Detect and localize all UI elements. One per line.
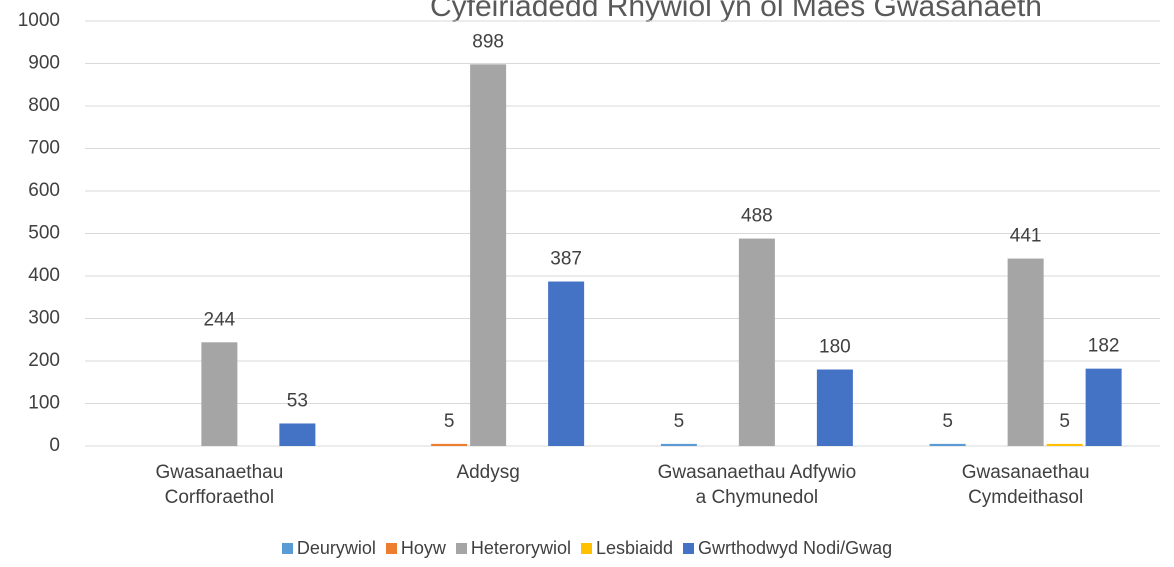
data-label: 5 xyxy=(444,411,455,432)
data-label: 180 xyxy=(819,337,851,358)
chart-title: Cyfeiriadedd Rhywiol yn ôl Maes Gwasanae… xyxy=(430,0,1042,23)
x-tick-label: Gwasanaethau Adfywio xyxy=(658,462,857,483)
y-tick-label: 700 xyxy=(28,138,60,159)
bar xyxy=(738,238,775,446)
x-tick-label: Cymdeithasol xyxy=(968,487,1083,508)
data-label: 5 xyxy=(942,411,953,432)
data-label: 244 xyxy=(204,309,236,330)
y-tick-label: 400 xyxy=(28,265,60,286)
x-tick-label: Addysg xyxy=(456,462,519,483)
y-tick-label: 300 xyxy=(28,308,60,329)
data-label: 5 xyxy=(1059,411,1070,432)
y-tick-label: 600 xyxy=(28,180,60,201)
legend-swatch xyxy=(683,543,695,554)
x-tick-label: a Chymunedol xyxy=(696,487,819,508)
bar xyxy=(660,443,697,446)
y-tick-label: 0 xyxy=(49,435,60,456)
data-label: 53 xyxy=(287,390,308,411)
bar xyxy=(548,281,585,446)
legend-swatch xyxy=(455,543,467,554)
legend-swatch xyxy=(580,543,592,554)
legend-item: Hoyw xyxy=(385,538,446,559)
bar xyxy=(816,369,853,446)
data-label: 488 xyxy=(741,206,773,227)
legend-swatch xyxy=(281,543,293,554)
legend: Deurywiol Hoyw Heterorywiol Lesbiaidd Gwrtho… xyxy=(0,538,1174,559)
y-tick-label: 800 xyxy=(28,95,60,116)
data-label: 5 xyxy=(674,411,685,432)
x-tick-label: Gwasanaethau xyxy=(155,462,283,483)
y-tick-label: 200 xyxy=(28,350,60,371)
bar xyxy=(1085,368,1122,446)
legend-swatch xyxy=(385,543,397,554)
legend-item: Gwrthodwyd Nodi/Gwag xyxy=(683,538,892,559)
legend-label: Deurywiol xyxy=(296,538,376,558)
bar xyxy=(1007,258,1044,446)
bar xyxy=(470,64,507,446)
data-label: 182 xyxy=(1088,336,1120,357)
y-tick-label: 100 xyxy=(28,393,60,414)
legend-label: Hoyw xyxy=(400,538,446,558)
data-label: 898 xyxy=(472,31,504,52)
bar xyxy=(431,443,468,446)
bar xyxy=(279,423,316,446)
y-tick-label: 1000 xyxy=(18,10,60,31)
legend-item: Heterorywiol xyxy=(455,538,571,559)
x-tick-label: Corfforaethol xyxy=(165,487,275,508)
legend-label: Gwrthodwyd Nodi/Gwag xyxy=(698,538,893,558)
bar xyxy=(929,443,966,446)
y-tick-label: 500 xyxy=(28,223,60,244)
x-tick-label: Gwasanaethau xyxy=(962,462,1090,483)
y-tick-label: 900 xyxy=(28,53,60,74)
data-label: 387 xyxy=(550,249,582,270)
data-label: 441 xyxy=(1010,226,1042,247)
legend-item: Deurywiol xyxy=(281,538,376,559)
legend-item: Lesbiaidd xyxy=(580,538,674,559)
legend-label: Heterorywiol xyxy=(470,538,571,558)
bar xyxy=(1046,443,1083,446)
bar xyxy=(201,342,238,446)
legend-label: Lesbiaidd xyxy=(595,538,674,558)
